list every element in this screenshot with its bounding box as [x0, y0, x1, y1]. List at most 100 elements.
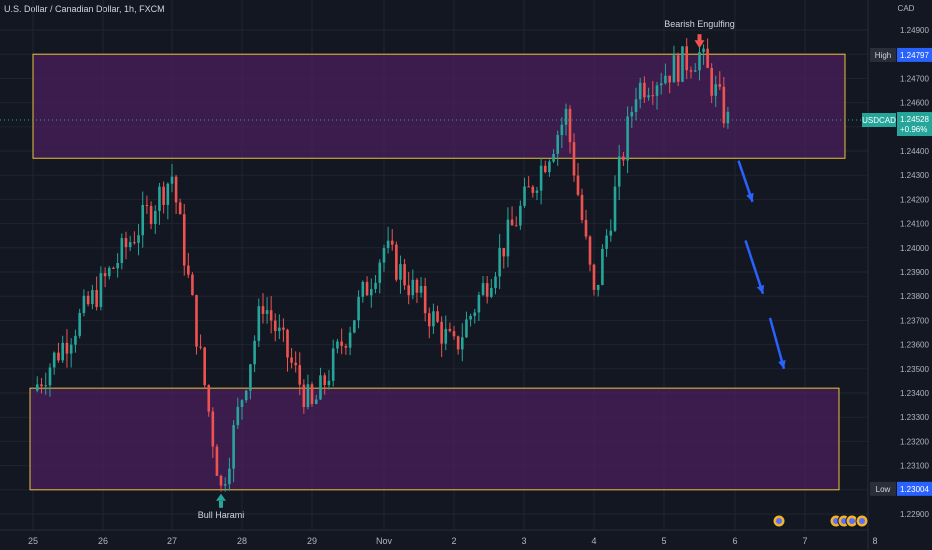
- candle-body: [182, 214, 186, 266]
- candle-body: [456, 336, 460, 350]
- candle-body: [365, 281, 369, 296]
- candle-body: [65, 342, 69, 354]
- candle-body: [282, 327, 285, 330]
- candle-body: [228, 468, 231, 485]
- price-tag-bg: [870, 47, 896, 62]
- price-tag-name: USDCAD: [862, 116, 896, 125]
- y-tick-label: 1.23100: [900, 462, 929, 471]
- candle-body: [61, 342, 64, 361]
- candle-body: [668, 75, 671, 83]
- candle-body: [481, 283, 485, 295]
- candle-body: [95, 289, 98, 307]
- candle-body: [265, 310, 269, 314]
- candle-body: [685, 46, 689, 71]
- candle-body: [240, 400, 244, 407]
- candle-body: [659, 83, 663, 86]
- down-arrow-stem: [697, 34, 702, 42]
- y-tick-label: 1.22900: [900, 510, 929, 519]
- candle-body: [473, 312, 477, 316]
- candle-body: [290, 357, 293, 363]
- event-icon: [772, 514, 786, 528]
- event-icon-core: [841, 518, 847, 524]
- candle-body: [195, 295, 198, 347]
- candle-body: [116, 263, 119, 269]
- candle-body: [706, 48, 709, 68]
- candle-body: [498, 248, 501, 277]
- candle-body: [622, 156, 625, 161]
- up-arrow-stem: [219, 500, 223, 508]
- candle-body: [207, 385, 211, 412]
- candle-body: [506, 219, 510, 257]
- candle-body: [523, 186, 526, 206]
- candle-body: [302, 384, 306, 407]
- symbol-title: U.S. Dollar / Canadian Dollar, 1h, FXCM: [4, 4, 165, 14]
- candle-body: [448, 328, 452, 332]
- candle-body: [269, 310, 273, 321]
- candle-body: [149, 205, 153, 224]
- x-tick-label: Nov: [376, 536, 393, 546]
- candle-body: [91, 289, 94, 305]
- projection-arrow: [744, 240, 765, 295]
- candle-body: [99, 273, 103, 307]
- y-tick-label: 1.24600: [900, 99, 929, 108]
- candle-body: [107, 267, 111, 277]
- x-tick-label: 26: [98, 536, 108, 546]
- y-tick-label: 1.24200: [900, 195, 929, 204]
- candle-body: [57, 352, 60, 361]
- x-tick-label: 25: [28, 536, 38, 546]
- candle-body: [124, 238, 128, 248]
- candle-body: [527, 186, 530, 188]
- candle-body: [519, 205, 522, 226]
- candle-body: [710, 67, 713, 96]
- candle-body: [722, 86, 726, 124]
- candle-body: [145, 205, 149, 207]
- zone-support: [29, 387, 840, 491]
- candle-body: [407, 285, 411, 296]
- candle-body: [120, 238, 124, 264]
- candle-body: [348, 332, 352, 348]
- price-tag-value: 1.24797: [900, 51, 929, 60]
- candle-body: [298, 365, 302, 385]
- candle-body: [133, 242, 136, 244]
- candle-body: [369, 289, 373, 296]
- candle-body: [353, 320, 356, 333]
- candle-body: [531, 186, 535, 193]
- candle-body: [48, 367, 52, 386]
- candle-body: [319, 375, 322, 400]
- candle-body: [601, 248, 604, 285]
- candle-body: [548, 161, 551, 173]
- y-tick-label: 1.24900: [900, 26, 929, 35]
- candle-body: [702, 48, 705, 53]
- event-icon-core: [776, 518, 782, 524]
- candle-body: [249, 364, 252, 391]
- candle-body: [552, 153, 555, 162]
- candle-body: [137, 235, 140, 243]
- candle-body: [244, 390, 248, 401]
- candle-body: [82, 295, 86, 313]
- candle-body: [52, 352, 56, 368]
- candle-body: [502, 248, 506, 257]
- price-tag-name: High: [875, 51, 891, 60]
- arrow-shaft: [744, 240, 765, 295]
- y-tick-label: 1.23800: [900, 292, 929, 301]
- candle-body: [580, 194, 584, 220]
- candle-body: [153, 210, 157, 224]
- price-tag-value: 1.23004: [900, 485, 929, 494]
- candle-body: [340, 341, 343, 346]
- arrow-head: [778, 359, 786, 369]
- candle-body: [170, 176, 174, 184]
- candle-body: [314, 399, 318, 404]
- price-axis-bg: [868, 0, 932, 550]
- time-axis: 25 26 27 28 29 Nov 2 3 4 5 6 7 8: [0, 529, 878, 546]
- annotation-label: Bearish Engulfing: [664, 19, 735, 29]
- candle-body: [556, 135, 560, 154]
- candle-body: [310, 384, 314, 404]
- candle-body: [672, 55, 676, 83]
- y-tick-label: 1.23600: [900, 341, 929, 350]
- candle-body: [452, 331, 456, 337]
- candle-body: [390, 240, 394, 245]
- candle-body: [676, 55, 680, 82]
- up-arrow-icon: [216, 493, 226, 501]
- candle-body: [219, 475, 223, 486]
